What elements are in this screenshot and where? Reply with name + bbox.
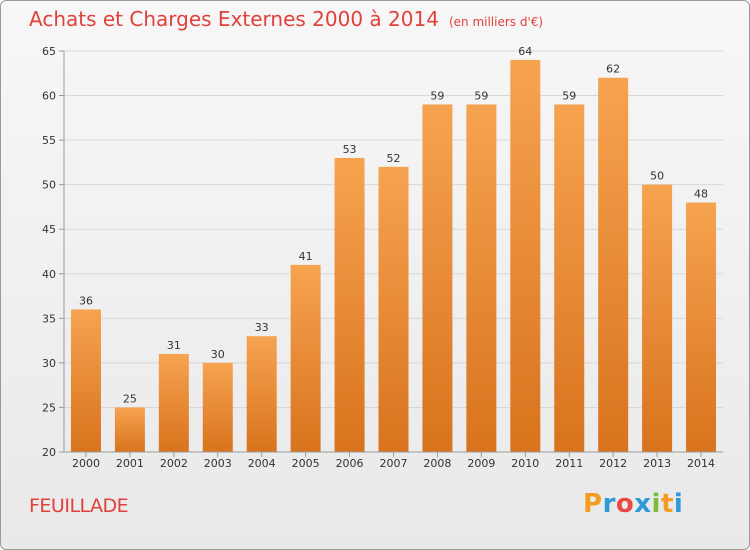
bar — [334, 157, 365, 452]
x-tick-label: 2001 — [116, 457, 144, 470]
bar — [510, 59, 541, 453]
x-tick-label: 2013 — [643, 457, 671, 470]
bar — [70, 309, 101, 452]
data-label: 59 — [430, 89, 444, 102]
data-label: 59 — [562, 89, 576, 102]
x-tick-label: 2008 — [423, 457, 451, 470]
bar — [642, 184, 673, 452]
x-tick-label: 2000 — [72, 457, 100, 470]
bar — [554, 104, 585, 452]
chart-title-block: Achats et Charges Externes 2000 à 2014 (e… — [29, 7, 543, 31]
bar — [158, 353, 189, 452]
x-tick-label: 2006 — [336, 457, 364, 470]
bar — [246, 336, 277, 452]
data-label: 48 — [694, 187, 708, 200]
y-tick-label: 30 — [42, 357, 56, 370]
y-tick-label: 25 — [42, 401, 56, 414]
y-tick-label: 45 — [42, 223, 56, 236]
bars: 36 25 31 30 33 41 53 52 59 59 64 59 62 50 48 — [70, 45, 717, 453]
y-tick-label: 55 — [42, 134, 56, 147]
logo-letter: P — [583, 489, 603, 519]
commune-name: FEUILLADE — [29, 495, 129, 517]
x-tick-label: 2003 — [204, 457, 232, 470]
y-tick-label: 40 — [42, 268, 56, 281]
logo-letter: i — [673, 489, 684, 519]
bar — [466, 104, 497, 452]
data-label: 25 — [123, 392, 137, 405]
data-label: 36 — [79, 294, 93, 307]
y-tick-label: 60 — [42, 90, 56, 103]
logo-letter: o — [615, 489, 635, 519]
x-tick-label: 2002 — [160, 457, 188, 470]
bar — [598, 77, 629, 452]
y-tick-label: 65 — [42, 45, 56, 58]
x-tick-label: 2012 — [599, 457, 627, 470]
bar — [290, 264, 321, 452]
logo-letter: t — [660, 489, 674, 519]
data-label: 52 — [387, 152, 401, 165]
bar — [422, 104, 453, 452]
data-label: 33 — [255, 321, 269, 334]
x-tick-label: 2004 — [248, 457, 276, 470]
x-tick-label: 2014 — [687, 457, 715, 470]
data-label: 53 — [343, 143, 357, 156]
logo-letter: i — [651, 489, 661, 519]
chart-unit: (en milliers d'€) — [448, 15, 544, 29]
x-tick-label: 2007 — [380, 457, 408, 470]
chart-title: Achats et Charges Externes 2000 à 2014 — [29, 7, 439, 31]
bar — [686, 202, 717, 452]
logo-letter: x — [634, 489, 652, 519]
logo-letter: r — [602, 489, 616, 519]
data-label: 30 — [211, 348, 225, 361]
proxiti-logo[interactable]: Proxiti — [583, 489, 683, 519]
x-tick-label: 2010 — [511, 457, 539, 470]
data-label: 50 — [650, 170, 664, 183]
x-tick-label: 2009 — [467, 457, 495, 470]
axes: 20 25 30 35 40 45 50 55 60 65 2000 2001 2002 2003 2004… — [42, 45, 723, 470]
data-label: 59 — [474, 89, 488, 102]
bar — [114, 407, 145, 452]
data-label: 64 — [518, 45, 532, 58]
y-tick-label: 35 — [42, 312, 56, 325]
y-tick-label: 50 — [42, 179, 56, 192]
x-tick-label: 2011 — [555, 457, 583, 470]
data-label: 41 — [299, 250, 313, 263]
x-tick-label: 2005 — [292, 457, 320, 470]
y-tick-label: 20 — [42, 446, 56, 459]
bar — [378, 166, 409, 452]
bar — [202, 362, 233, 452]
data-label: 62 — [606, 63, 620, 76]
data-label: 31 — [167, 339, 181, 352]
